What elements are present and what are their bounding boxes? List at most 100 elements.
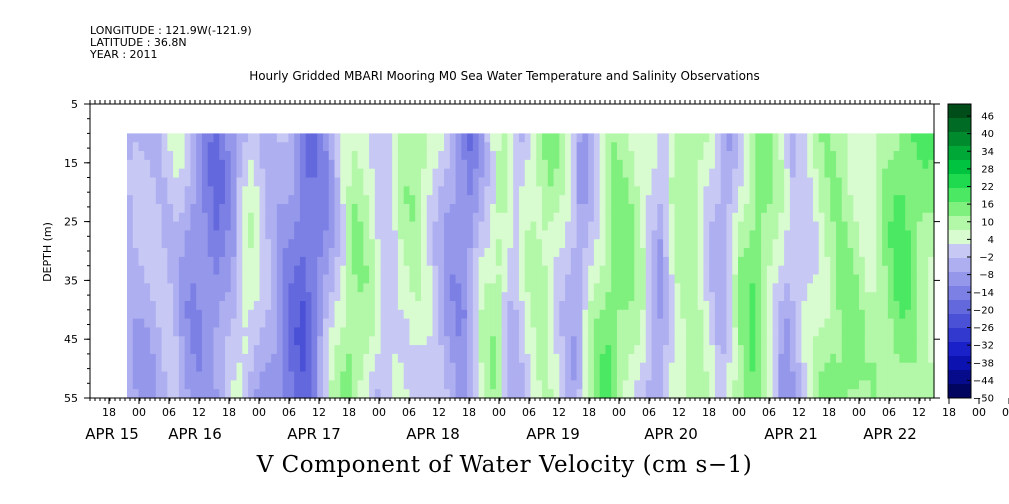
- heatmap-cell: [415, 203, 422, 214]
- heatmap-cell: [542, 389, 549, 399]
- heatmap-cell: [634, 309, 641, 320]
- heatmap-cell: [789, 195, 797, 205]
- heatmap-cell: [720, 142, 728, 152]
- heatmap-cell: [859, 230, 866, 240]
- heatmap-cell: [155, 203, 163, 214]
- heatmap-cell: [265, 230, 272, 240]
- heatmap-cell: [576, 186, 583, 196]
- heatmap-cell: [582, 151, 589, 161]
- heatmap-cell: [178, 274, 186, 284]
- heatmap-cell: [836, 336, 843, 346]
- heatmap-cell: [547, 133, 555, 143]
- heatmap-cell: [640, 133, 647, 143]
- heatmap-cell: [674, 283, 681, 293]
- heatmap-cell: [691, 256, 699, 267]
- heatmap-cell: [663, 212, 670, 223]
- heatmap-cell: [138, 142, 145, 152]
- heatmap-cell: [697, 283, 705, 293]
- heatmap-cell: [853, 159, 860, 170]
- heatmap-cell: [882, 186, 889, 196]
- heatmap-cell: [755, 362, 762, 373]
- heatmap-cell: [910, 309, 918, 320]
- heatmap-cell: [663, 300, 670, 311]
- heatmap-cell: [657, 203, 664, 214]
- heatmap-cell: [219, 203, 226, 214]
- heatmap-cell: [236, 221, 243, 232]
- heatmap-cell: [714, 318, 722, 329]
- heatmap-cell: [640, 283, 647, 293]
- heatmap-cell: [830, 318, 837, 329]
- heatmap-cell: [224, 256, 232, 267]
- heatmap-cell: [420, 168, 428, 179]
- heatmap-cell: [155, 292, 163, 302]
- heatmap-cell: [547, 221, 555, 232]
- heatmap-cell: [432, 239, 439, 249]
- heatmap-cell: [426, 318, 434, 329]
- heatmap-cell: [236, 380, 243, 390]
- heatmap-cell: [645, 212, 653, 223]
- heatmap-cell: [801, 327, 808, 337]
- heatmap-cell: [190, 159, 197, 170]
- heatmap-cell: [299, 362, 307, 373]
- heatmap-cell: [357, 274, 364, 284]
- heatmap-cell: [801, 336, 808, 346]
- heatmap-cell: [841, 309, 849, 320]
- heatmap-cell: [426, 221, 434, 232]
- heatmap-cell: [415, 327, 422, 337]
- heatmap-cell: [634, 239, 641, 249]
- heatmap-cell: [611, 256, 618, 267]
- heatmap-cell: [138, 248, 145, 258]
- heatmap-cell: [138, 309, 145, 320]
- heatmap-cell: [167, 283, 174, 293]
- heatmap-cell: [547, 248, 555, 258]
- heatmap-cell: [150, 380, 157, 390]
- heatmap-cell: [230, 318, 238, 329]
- heatmap-cell: [167, 389, 174, 399]
- heatmap-cell: [818, 283, 826, 293]
- heatmap-cell: [311, 336, 318, 346]
- heatmap-cell: [628, 362, 635, 373]
- heatmap-cell: [686, 380, 693, 390]
- heatmap-cell: [732, 265, 739, 276]
- heatmap-cell: [720, 371, 728, 381]
- heatmap-cell: [536, 248, 543, 258]
- heatmap-cell: [536, 274, 543, 284]
- heatmap-cell: [807, 248, 814, 258]
- heatmap-cell: [559, 195, 566, 205]
- colorbar-swatch: [948, 202, 971, 217]
- heatmap-cell: [357, 327, 364, 337]
- heatmap-cell: [542, 168, 549, 179]
- heatmap-cell: [242, 300, 249, 311]
- heatmap-cell: [351, 389, 359, 399]
- heatmap-cell: [565, 292, 572, 302]
- heatmap-cell: [311, 300, 318, 311]
- heatmap-cell: [795, 353, 803, 364]
- heatmap-cell: [910, 380, 918, 390]
- heatmap-cell: [397, 380, 405, 390]
- heatmap-cell: [887, 177, 895, 187]
- heatmap-cell: [870, 274, 877, 284]
- heatmap-cell: [732, 159, 739, 170]
- heatmap-cell: [294, 159, 301, 170]
- heatmap-cell: [461, 186, 468, 196]
- heatmap-cell: [674, 168, 681, 179]
- heatmap-cell: [501, 221, 509, 232]
- heatmap-cell: [616, 327, 624, 337]
- heatmap-cell: [542, 256, 549, 267]
- heatmap-cell: [432, 168, 439, 179]
- heatmap-cell: [778, 265, 785, 276]
- heatmap-cell: [824, 195, 831, 205]
- heatmap-cell: [346, 283, 353, 293]
- heatmap-cell: [536, 256, 543, 267]
- heatmap-cell: [559, 265, 566, 276]
- heatmap-cell: [743, 345, 751, 355]
- heatmap-cell: [138, 186, 145, 196]
- heatmap-cell: [738, 327, 745, 337]
- heatmap-cell: [299, 336, 307, 346]
- heatmap-cell: [138, 389, 145, 399]
- heatmap-cell: [755, 168, 762, 179]
- heatmap-cell: [772, 371, 779, 381]
- heatmap-cell: [167, 168, 174, 179]
- heatmap-cell: [144, 168, 151, 179]
- heatmap-cell: [467, 151, 474, 161]
